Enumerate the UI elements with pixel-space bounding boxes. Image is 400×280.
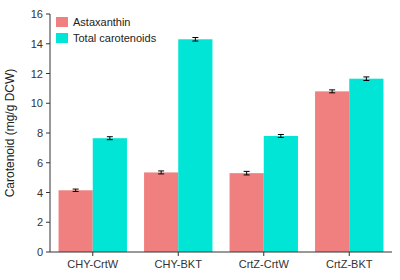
y-tick-label: 10 [31,97,43,109]
error-bar [329,90,335,93]
error-cap [73,191,79,192]
y-tick [46,162,50,163]
y-tick-label: 4 [37,187,43,199]
y-tick-label: 12 [31,68,43,80]
y-tick-label: 14 [31,38,43,50]
y-tick [46,73,50,74]
error-bar [244,171,250,175]
y-tick [46,252,50,253]
error-bar [107,137,113,140]
legend-item: Total carotenoids [56,32,157,44]
error-bar [192,38,198,42]
error-cap [107,139,113,140]
error-cap [107,136,113,137]
y-tick-label: 6 [37,157,43,169]
bar [349,79,383,252]
bar [144,172,178,252]
y-tick-label: 2 [37,216,43,228]
x-tick [349,252,350,256]
legend-label: Astaxanthin [73,16,130,28]
x-tick-label: CrtZ-CrtW [239,258,290,270]
y-tick [46,43,50,44]
y-tick [46,222,50,223]
error-cap [73,189,79,190]
y-tick-label: 8 [37,127,43,139]
error-cap [329,92,335,93]
y-tick [46,192,50,193]
y-tick [46,14,50,15]
bar [93,138,127,252]
x-tick-label: CHY-CrtW [67,258,119,270]
error-cap [363,76,369,77]
error-line [366,77,367,81]
bar [315,91,349,252]
error-cap [158,170,164,171]
chart-svg: 0 2 4 6 8 10 12 14 16 CHY-CrtW CHY-BKT CrtZ-CrtW Crt… [0,0,400,280]
legend-item: Astaxanthin [56,16,130,28]
legend-swatch [56,17,68,27]
x-tick [92,252,93,256]
bar [264,136,298,252]
error-cap [329,89,335,90]
bar [230,173,264,252]
legend: Astaxanthin Total carotenoids [56,16,157,44]
error-cap [192,37,198,38]
error-line [195,38,196,42]
error-bar [278,134,284,137]
x-tick-label: CrtZ-BKT [326,258,373,270]
error-cap [278,134,284,135]
error-cap [158,173,164,174]
x-tick [263,252,264,256]
y-tick [46,103,50,104]
bars [59,38,384,252]
x-axis-line [50,252,392,253]
error-cap [192,41,198,42]
error-cap [363,80,369,81]
legend-swatch [56,33,68,43]
y-tick-label: 16 [31,8,43,20]
y-axis-label: Carotenoid (mg/g DCW) [3,69,17,198]
error-cap [244,174,250,175]
y-tick-label: 0 [37,246,43,258]
x-tick [178,252,179,256]
bar [178,39,212,252]
error-line [246,171,247,175]
error-bar [363,77,369,81]
error-bar [158,171,164,174]
legend-label: Total carotenoids [73,32,157,44]
error-cap [244,171,250,172]
bar [59,190,93,252]
x-tick-label: CHY-BKT [155,258,203,270]
error-bar [73,189,79,191]
error-cap [278,137,284,138]
chart-container: 0 2 4 6 8 10 12 14 16 CHY-CrtW CHY-BKT CrtZ-CrtW Crt… [0,0,400,280]
y-tick [46,133,50,134]
